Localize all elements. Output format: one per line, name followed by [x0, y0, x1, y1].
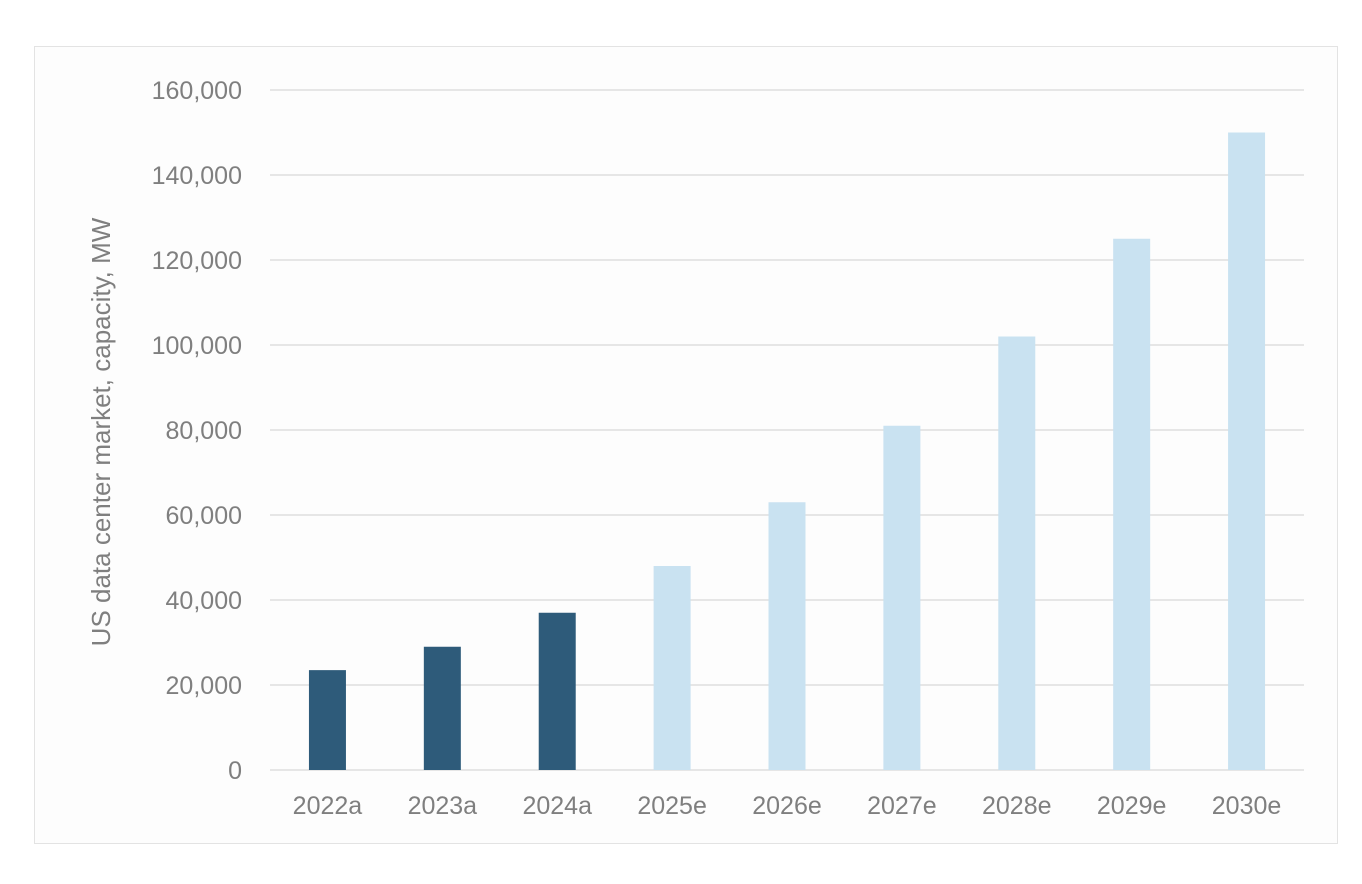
bar-2028e	[998, 336, 1036, 770]
y-tick-label: 20,000	[166, 672, 242, 700]
x-tick-label: 2028e	[982, 792, 1052, 820]
bar-2024a	[538, 612, 576, 770]
y-tick-label: 160,000	[152, 77, 242, 105]
y-axis-title: US data center market, capacity, MW	[86, 217, 116, 646]
x-tick-label: 2030e	[1212, 792, 1282, 820]
bar-2030e	[1228, 132, 1266, 770]
x-tick-label: 2029e	[1097, 792, 1167, 820]
x-tick-label: 2023a	[408, 792, 478, 820]
bar-2027e	[883, 425, 921, 770]
y-tick-label: 120,000	[152, 247, 242, 275]
y-tick-label: 0	[228, 757, 242, 785]
bars	[308, 132, 1266, 770]
x-tick-label: 2024a	[522, 792, 592, 820]
y-tick-labels: 0 20,000 40,000 60,000 80,000 100,000 120,000 1…	[152, 77, 242, 785]
x-tick-label: 2025e	[637, 792, 707, 820]
bar-2025e	[653, 566, 691, 770]
y-tick-label: 60,000	[166, 502, 242, 530]
y-tick-label: 80,000	[166, 417, 242, 445]
bar-2023a	[423, 646, 461, 770]
bar-2029e	[1113, 238, 1151, 770]
bar-2022a	[308, 670, 346, 770]
y-tick-label: 100,000	[152, 332, 242, 360]
x-tick-label: 2027e	[867, 792, 937, 820]
bar-2026e	[768, 502, 806, 770]
x-tick-labels: 2022a 2023a 2024a 2025e 2026e 2027e 2028e 2029e…	[293, 792, 1282, 820]
y-tick-label: 140,000	[152, 162, 242, 190]
x-tick-label: 2022a	[293, 792, 363, 820]
y-tick-label: 40,000	[166, 587, 242, 615]
x-tick-label: 2026e	[752, 792, 822, 820]
